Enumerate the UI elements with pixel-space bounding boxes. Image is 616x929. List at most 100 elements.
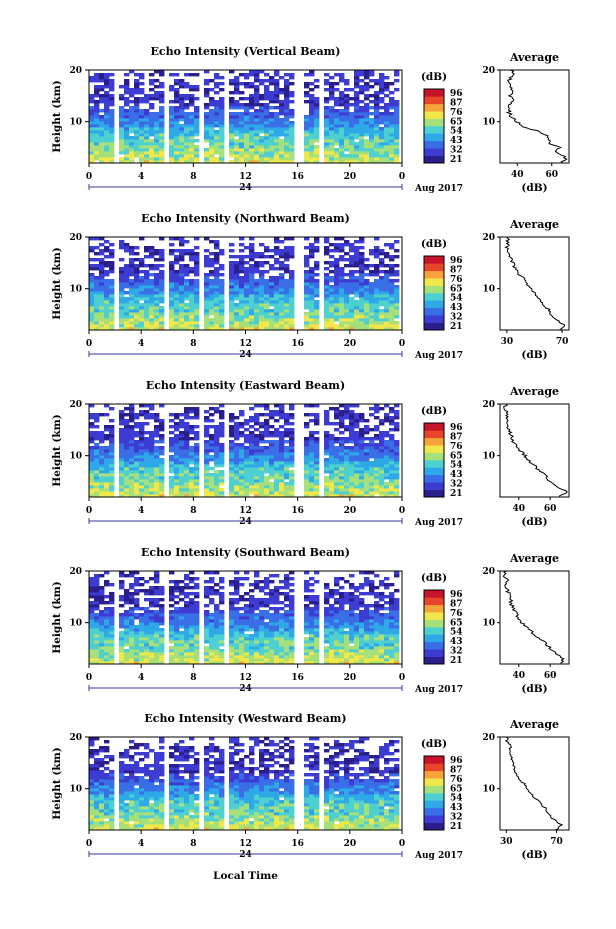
heatmap-cell (129, 118, 135, 122)
heatmap-cell (174, 154, 180, 158)
heatmap-cell (364, 279, 370, 283)
heatmap-cell (329, 145, 335, 149)
heatmap-cell (334, 467, 340, 471)
heatmap-cell (244, 118, 250, 122)
heatmap-cell (184, 321, 190, 325)
y-tick-label: 20 (69, 66, 82, 76)
heatmap-cell (309, 434, 315, 438)
heatmap-cell (174, 422, 180, 426)
heatmap-cell (209, 118, 215, 122)
heatmap-cell (229, 619, 235, 623)
heatmap-cell (159, 637, 165, 641)
heatmap-cell (314, 79, 320, 83)
heatmap-cell (104, 470, 110, 474)
heatmap-cell (179, 324, 185, 328)
heatmap-cell (274, 443, 280, 447)
heatmap-cell (234, 276, 240, 280)
heatmap-cell (204, 303, 210, 307)
heatmap-cell (204, 282, 210, 286)
heatmap-cell (154, 136, 160, 140)
heatmap-cell (139, 258, 145, 262)
heatmap-cell (379, 482, 385, 486)
heatmap-cell (269, 136, 275, 140)
heatmap-cell (104, 455, 110, 459)
heatmap-cell (304, 485, 310, 489)
heatmap-cell (104, 109, 110, 113)
heatmap-cell (324, 431, 330, 435)
heatmap-cell (284, 288, 290, 292)
heatmap-cell (119, 491, 125, 495)
heatmap-cell (99, 85, 105, 89)
heatmap-cell (284, 112, 290, 116)
heatmap-cell (194, 97, 200, 101)
heatmap-cell (134, 589, 140, 593)
heatmap-cell (124, 321, 130, 325)
heatmap-cell (234, 142, 240, 146)
heatmap-cell (309, 118, 315, 122)
heatmap-cell (154, 461, 160, 465)
heatmap-cell (184, 425, 190, 429)
heatmap-cell (174, 291, 180, 295)
heatmap-cell (104, 607, 110, 611)
heatmap-cell (144, 446, 150, 450)
heatmap-cell (314, 413, 320, 417)
heatmap-cell (374, 106, 380, 110)
heatmap-cell (189, 267, 195, 271)
heatmap-cell (374, 91, 380, 95)
heatmap-cell (219, 580, 225, 584)
heatmap-cell (109, 419, 115, 423)
heatmap-cell (209, 303, 215, 307)
heatmap-cell (364, 282, 370, 286)
heatmap-cell (359, 318, 365, 322)
heatmap-cell (379, 160, 385, 164)
heatmap-cell (359, 416, 365, 420)
heatmap-cell (124, 628, 130, 632)
average-frame (499, 69, 570, 164)
heatmap-cell (204, 428, 210, 432)
heatmap-cell (99, 482, 105, 486)
heatmap-cell (374, 306, 380, 310)
heatmap-cell (264, 321, 270, 325)
heatmap-cell (179, 109, 185, 113)
heatmap-cell (354, 255, 360, 259)
heatmap-cell (174, 613, 180, 617)
heatmap-cell (274, 73, 280, 77)
heatmap-cell (264, 327, 270, 331)
heatmap-cell (219, 592, 225, 596)
heatmap-cell (234, 488, 240, 492)
heatmap-cell (104, 154, 110, 158)
heatmap-cell (229, 640, 235, 644)
heatmap-cell (314, 440, 320, 444)
heatmap-cell (309, 431, 315, 435)
heatmap-cell (89, 154, 95, 158)
heatmap-cell (144, 94, 150, 98)
heatmap-cell (204, 294, 210, 298)
heatmap-cell (384, 470, 390, 474)
heatmap-cell (184, 595, 190, 599)
heatmap-cell (354, 488, 360, 492)
heatmap-cell (184, 446, 190, 450)
heatmap-cell (94, 124, 100, 128)
heatmap-cell (324, 273, 330, 277)
heatmap-cell (304, 255, 310, 259)
heatmap-cell (239, 261, 245, 265)
heatmap-cell (324, 419, 330, 423)
heatmap-cell (194, 661, 200, 665)
heatmap-cell (119, 148, 125, 152)
heatmap-cell (184, 646, 190, 650)
heatmap-cell (174, 118, 180, 122)
heatmap-cell (174, 601, 180, 605)
heatmap-cell (159, 461, 165, 465)
heatmap-cell (229, 652, 235, 656)
heatmap-cell (309, 157, 315, 161)
heatmap-cell (289, 446, 295, 450)
heatmap-cell (249, 288, 255, 292)
heatmap-cell (339, 127, 345, 131)
heatmap-cell (184, 628, 190, 632)
average-x-tick-label: 70 (556, 337, 569, 347)
heatmap-cell (124, 494, 130, 498)
heatmap-cell (339, 151, 345, 155)
heatmap-cell (139, 297, 145, 301)
heatmap-cell (369, 112, 375, 116)
heatmap-cell (99, 258, 105, 262)
